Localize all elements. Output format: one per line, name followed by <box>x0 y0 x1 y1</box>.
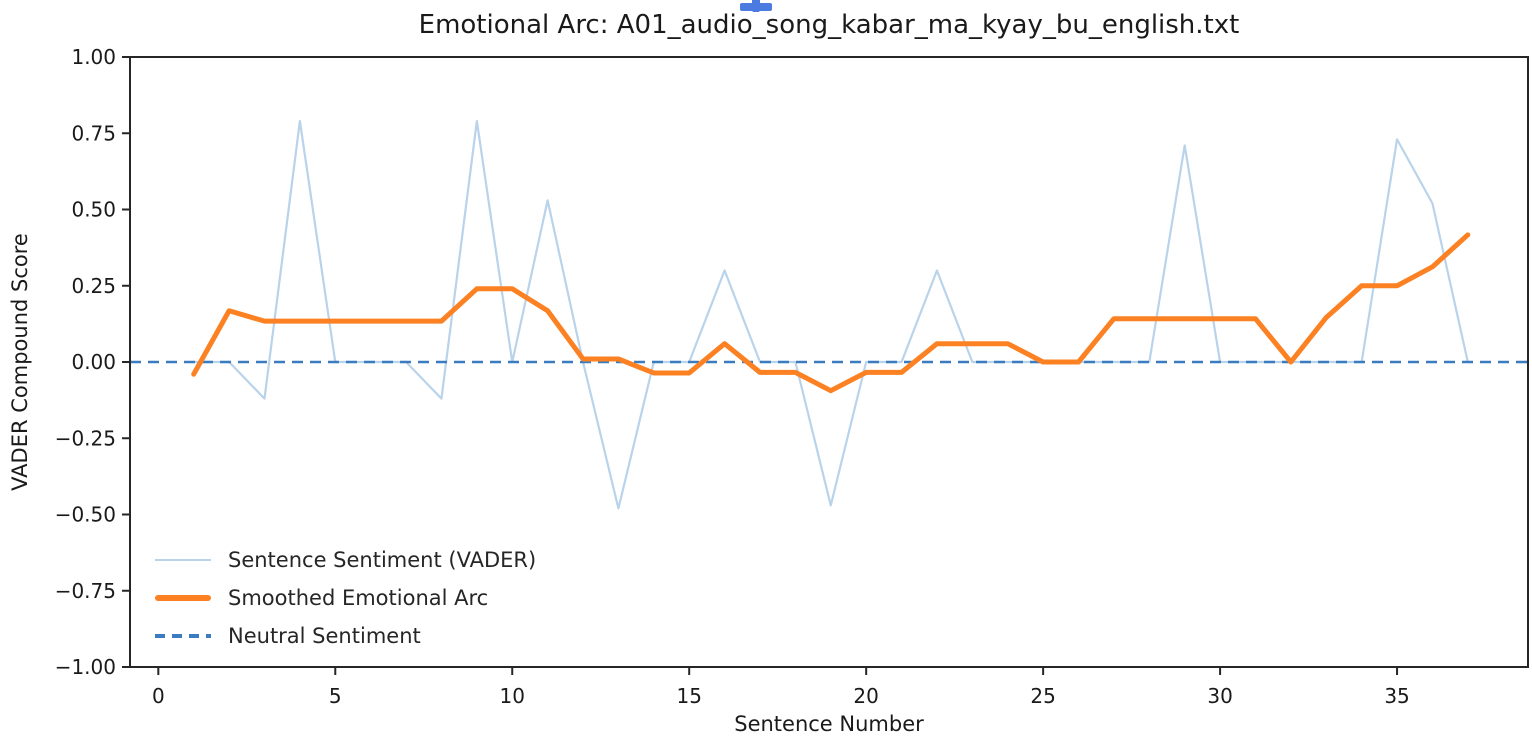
x-tick-label: 5 <box>329 684 342 708</box>
y-tick-label: 0.50 <box>71 198 116 222</box>
legend-item-smoothed-arc: Smoothed Emotional Arc <box>155 579 536 617</box>
cursor-plus-icon <box>740 0 772 12</box>
y-tick-label: 0.75 <box>71 121 116 145</box>
y-tick-label: −0.75 <box>55 579 116 603</box>
legend-item-sentence-sentiment: Sentence Sentiment (VADER) <box>155 541 536 579</box>
x-tick-label: 20 <box>853 684 878 708</box>
plot-border <box>129 56 1529 668</box>
x-tick-label: 35 <box>1384 684 1409 708</box>
neutral-line-swatch <box>155 634 211 638</box>
x-tick-label: 30 <box>1207 684 1232 708</box>
x-tick-label: 15 <box>676 684 701 708</box>
y-tick-label: −0.50 <box>55 503 116 527</box>
smoothed-line-swatch <box>155 595 211 601</box>
x-tick-label: 25 <box>1030 684 1055 708</box>
x-tick-label: 10 <box>500 684 525 708</box>
y-tick-label: 0.00 <box>71 350 116 374</box>
x-tick-label: 0 <box>152 684 165 708</box>
legend: Sentence Sentiment (VADER) Smoothed Emot… <box>155 541 536 655</box>
x-axis-label: Sentence Number <box>734 712 924 736</box>
y-tick-label: 1.00 <box>71 45 116 69</box>
chart-title: Emotional Arc: A01_audio_song_kabar_ma_k… <box>418 10 1240 40</box>
y-tick-label: −0.25 <box>55 426 116 450</box>
legend-label: Neutral Sentiment <box>228 624 421 648</box>
legend-label: Sentence Sentiment (VADER) <box>228 548 537 572</box>
y-tick-label: 0.25 <box>71 274 116 298</box>
sentiment-line-swatch <box>155 559 211 561</box>
legend-item-neutral-sentiment: Neutral Sentiment <box>155 617 536 655</box>
y-tick-label: −1.00 <box>55 655 116 679</box>
legend-label: Smoothed Emotional Arc <box>228 586 489 610</box>
smoothed-line <box>191 232 1471 394</box>
cursor-plus-vertical-bar <box>752 0 760 12</box>
sentiment-line <box>193 119 1469 510</box>
